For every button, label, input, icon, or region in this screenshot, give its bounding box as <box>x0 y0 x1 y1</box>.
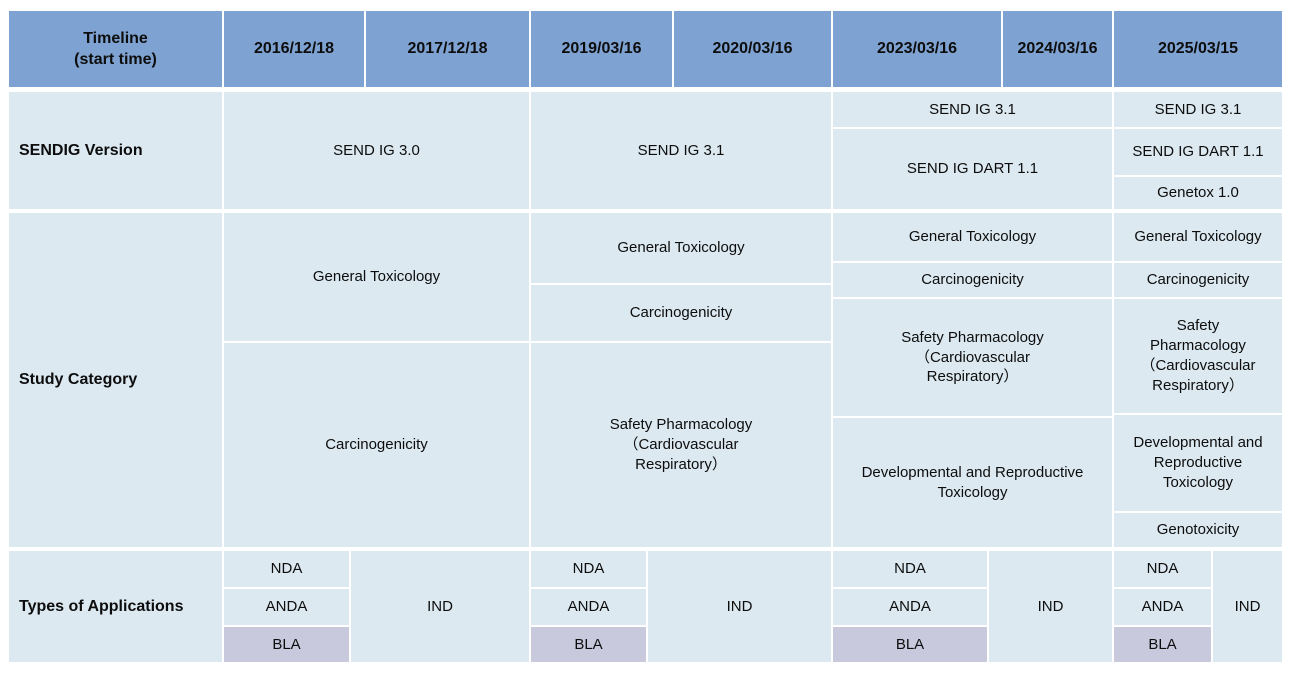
cell-apps-2023-anda: ANDA <box>832 588 988 626</box>
cell-apps-2016-bla: BLA <box>223 626 350 663</box>
cell-study-2016-2017-carcinogenicity: Carcinogenicity <box>223 342 530 548</box>
cell-study-2016-2017-general-toxicology: General Toxicology <box>223 212 530 342</box>
cell-study-2019-2020-carcinogenicity: Carcinogenicity <box>530 284 832 342</box>
cell-apps-2025-anda: ANDA <box>1113 588 1212 626</box>
row-label-study-category: Study Category <box>8 212 223 548</box>
cell-apps-2025-bla: BLA <box>1113 626 1212 663</box>
cell-apps-2023-nda: NDA <box>832 550 988 588</box>
cell-apps-2016-anda: ANDA <box>223 588 350 626</box>
cell-sendig-2025-genetox10: Genetox 1.0 <box>1113 176 1283 210</box>
cell-apps-2025-ind: IND <box>1212 550 1283 663</box>
cell-study-2019-2020-safety-pharmacology: Safety Pharmacology （Cardiovascular Resp… <box>530 342 832 548</box>
cell-sendig-2025-dart11: SEND IG DART 1.1 <box>1113 128 1283 176</box>
cell-study-2023-2024-dev-repro-toxicology: Developmental and Reproductive Toxicolog… <box>832 417 1113 548</box>
header-cell-date-2016-12-18: 2016/12/18 <box>223 10 365 88</box>
cell-study-2025-general-toxicology: General Toxicology <box>1113 212 1283 262</box>
row-label-sendig-version: SENDIG Version <box>8 91 223 210</box>
header-cell-date-2017-12-18: 2017/12/18 <box>365 10 530 88</box>
cell-study-2025-safety-pharmacology: Safety Pharmacology （Cardiovascular Resp… <box>1113 298 1283 414</box>
cell-apps-2020-ind: IND <box>647 550 832 663</box>
cell-study-2025-dev-repro-toxicology: Developmental and Reproductive Toxicolog… <box>1113 414 1283 512</box>
cell-sendig-2019-2020-ig31: SEND IG 3.1 <box>530 91 832 210</box>
header-cell-timeline: Timeline (start time) <box>8 10 223 88</box>
header-cell-date-2023-03-16: 2023/03/16 <box>832 10 1002 88</box>
cell-apps-2017-ind: IND <box>350 550 530 663</box>
cell-sendig-2023-2024-dart11: SEND IG DART 1.1 <box>832 128 1113 210</box>
header-cell-date-2024-03-16: 2024/03/16 <box>1002 10 1113 88</box>
header-cell-date-2025-03-15: 2025/03/15 <box>1113 10 1283 88</box>
cell-study-2023-2024-safety-pharmacology: Safety Pharmacology （Cardiovascular Resp… <box>832 298 1113 417</box>
header-cell-date-2019-03-16: 2019/03/16 <box>530 10 673 88</box>
cell-study-2023-2024-general-toxicology: General Toxicology <box>832 212 1113 262</box>
cell-apps-2023-bla: BLA <box>832 626 988 663</box>
cell-apps-2019-bla: BLA <box>530 626 647 663</box>
cell-sendig-2023-2024-ig31: SEND IG 3.1 <box>832 91 1113 128</box>
cell-study-2025-carcinogenicity: Carcinogenicity <box>1113 262 1283 298</box>
cell-study-2025-genotoxicity: Genotoxicity <box>1113 512 1283 548</box>
cell-apps-2019-nda: NDA <box>530 550 647 588</box>
cell-sendig-2016-2017-ig30: SEND IG 3.0 <box>223 91 530 210</box>
cell-study-2023-2024-carcinogenicity: Carcinogenicity <box>832 262 1113 298</box>
cell-sendig-2025-ig31: SEND IG 3.1 <box>1113 91 1283 128</box>
row-label-types-of-applications: Types of Applications <box>8 550 223 663</box>
header-cell-date-2020-03-16: 2020/03/16 <box>673 10 832 88</box>
cell-study-2019-2020-general-toxicology: General Toxicology <box>530 212 832 284</box>
cell-apps-2019-anda: ANDA <box>530 588 647 626</box>
cell-apps-2016-nda: NDA <box>223 550 350 588</box>
cell-apps-2024-ind: IND <box>988 550 1113 663</box>
cell-apps-2025-nda: NDA <box>1113 550 1212 588</box>
